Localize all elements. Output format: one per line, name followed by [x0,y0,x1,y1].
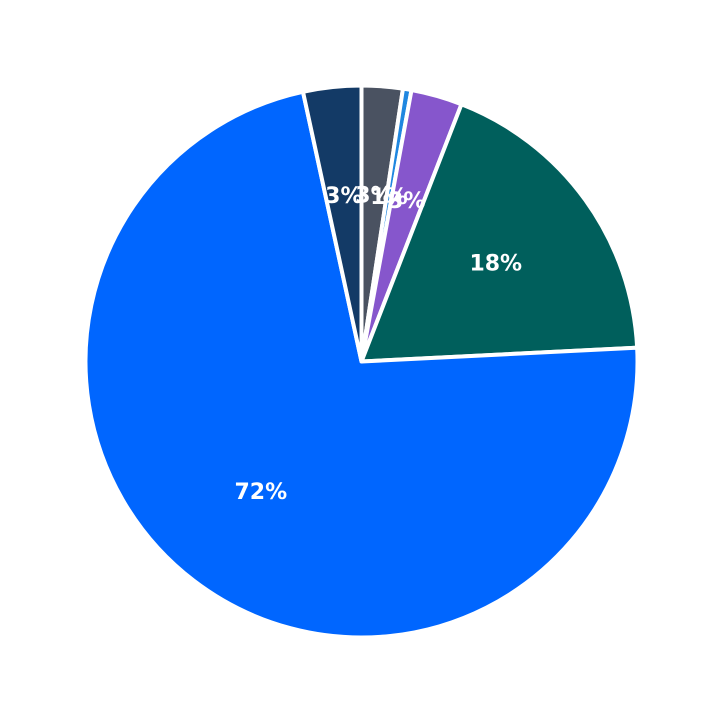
slice-label-2: 3% [388,189,425,214]
pie-labels: 3%1%3%18%72%3% [234,183,522,505]
pie-slices [83,83,640,640]
pie-slice-4 [83,89,640,640]
pie-slice-5 [300,83,364,364]
pie-slice-3 [359,102,640,364]
slice-label-0: 3% [355,183,392,208]
slice-label-5: 3% [325,184,362,209]
slice-label-1: 1% [370,185,407,210]
slice-label-4: 72% [234,480,287,505]
slice-label-3: 18% [469,252,522,277]
